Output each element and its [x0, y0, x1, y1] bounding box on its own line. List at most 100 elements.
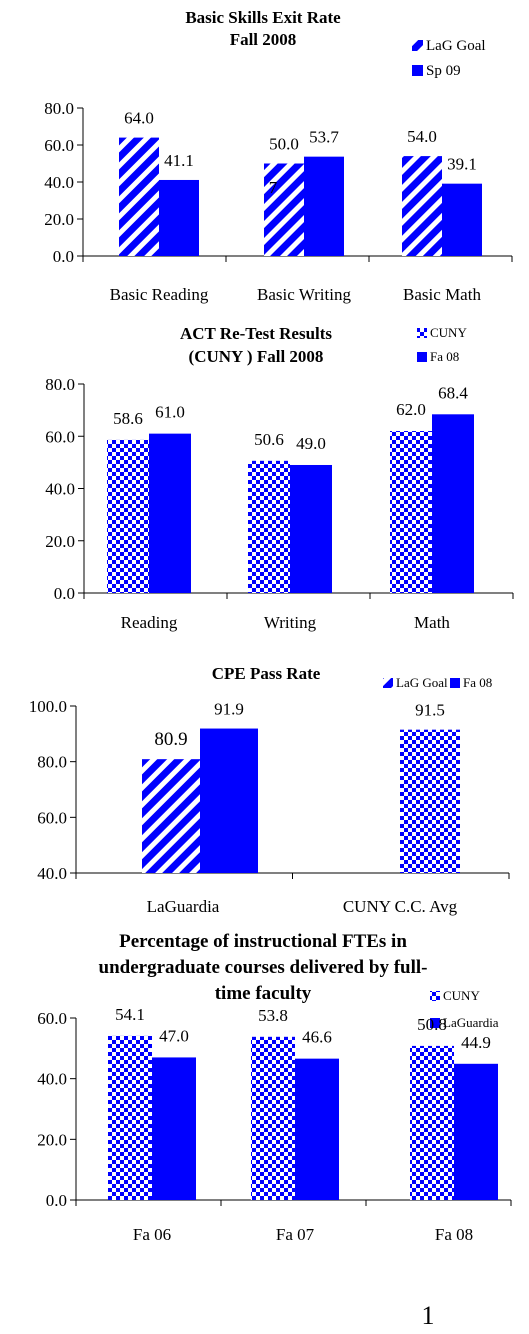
chart1-category-label: Basic Math [403, 285, 481, 304]
chart4-title-line2: undergraduate courses delivered by full- [99, 957, 428, 978]
chart2-legend-swatch [417, 352, 427, 362]
chart1-bar [442, 183, 482, 256]
chart4-category-label: Fa 07 [276, 1225, 315, 1244]
chart2-bar [149, 433, 191, 593]
chart1-category-label: Basic Reading [110, 285, 209, 304]
chart3-legend-swatch [383, 678, 393, 688]
chart-basic-skills-exit-rate: Basic Skills Exit Rate Fall 2008 LaG Goa… [44, 8, 513, 304]
chart4-legend-swatch [430, 991, 440, 1001]
chart1-y-tick-label: 40.0 [44, 173, 74, 192]
chart1-legend-label: Sp 09 [426, 63, 461, 79]
chart2-bar [107, 439, 149, 593]
chart3-category-label: CUNY C.C. Avg [343, 897, 458, 916]
chart1-legend-swatch [412, 40, 423, 51]
chart3-data-label: 91.5 [415, 701, 445, 720]
chart2-category-label: Math [414, 613, 450, 632]
chart1-legend-swatch [412, 65, 423, 76]
chart3-y-tick-label: 100.0 [29, 697, 67, 716]
chart4-legend-label: LaGuardia [443, 1015, 499, 1030]
chart4-category-label: Fa 06 [133, 1225, 171, 1244]
chart4-title-line3: time faculty [215, 983, 312, 1004]
chart2-legend: CUNY Fa 08 [417, 325, 467, 364]
chart1-bar [304, 156, 344, 256]
chart1-y-tick-label: 20.0 [44, 210, 74, 229]
chart4-legend-swatch [430, 1018, 440, 1028]
chart4-plot: 0.0 20.0 40.0 60.0 Fa 06 Fa 07 Fa 08 54.1 47.0 53… [37, 1005, 512, 1244]
chart2-data-label: 49.0 [296, 434, 326, 453]
chart2-legend-label: CUNY [430, 325, 467, 340]
chart1-bar [402, 156, 442, 256]
chart1-legend: LaG Goal Sp 09 [412, 38, 486, 79]
chart4-y-tick-label: 40.0 [37, 1070, 67, 1089]
chart2-title-line2: (CUNY ) Fall 2008 [189, 347, 324, 366]
chart4-y-tick-label: 20.0 [37, 1130, 67, 1149]
chart3-legend-label: Fa 08 [463, 675, 492, 690]
chart1-y-tick-label: 60.0 [44, 136, 74, 155]
chart1-plot: 0.0 20.0 40.0 60.0 80.0 Basic Reading Basic Wr… [44, 99, 513, 304]
chart3-y-tick-label: 40.0 [37, 864, 67, 883]
chart1-y-tick-label: 0.0 [53, 247, 74, 266]
chart4-data-label: 46.6 [302, 1028, 332, 1047]
chart2-bar [432, 414, 474, 593]
chart2-title-line1: ACT Re-Test Results [180, 324, 332, 343]
page-number: 1 [422, 1301, 435, 1329]
chart2-data-label: 68.4 [438, 383, 468, 402]
chart1-data-label: 64.0 [124, 109, 154, 128]
chart2-data-label: 62.0 [396, 400, 426, 419]
chart2-category-label: Writing [264, 613, 317, 632]
chart2-y-tick-label: 80.0 [45, 375, 75, 394]
chart2-data-label: 61.0 [155, 403, 185, 422]
chart4-bar [295, 1058, 339, 1200]
chart3-legend: LaG Goal Fa 08 [383, 675, 492, 690]
chart3-y-tick-label: 60.0 [37, 808, 67, 827]
chart3-data-label: 80.9 [154, 729, 187, 750]
chart1-stray-text: 7 [269, 178, 278, 197]
chart1-title-line1: Basic Skills Exit Rate [185, 8, 341, 27]
chart3-title: CPE Pass Rate [212, 664, 321, 683]
chart1-bar [119, 137, 159, 256]
chart1-data-label: 41.1 [164, 151, 194, 170]
chart1-data-label: 39.1 [447, 155, 477, 174]
chart4-bar [410, 1045, 454, 1200]
chart1-data-label: 53.7 [309, 128, 339, 147]
chart3-legend-label: LaG Goal [396, 675, 448, 690]
chart-cpe-pass-rate: CPE Pass Rate LaG Goal Fa 08 40.0 60.0 80.0… [29, 664, 510, 916]
chart4-bar [454, 1063, 498, 1200]
chart4-bar [152, 1057, 196, 1200]
chart3-plot: 40.0 60.0 80.0 100.0 LaGuardia CUNY C.C. Avg 8… [29, 697, 510, 916]
chart3-bar [142, 759, 200, 873]
chart2-y-tick-label: 20.0 [45, 532, 75, 551]
chart4-y-tick-label: 0.0 [46, 1191, 67, 1210]
chart4-bar [108, 1035, 152, 1200]
chart2-category-label: Reading [121, 613, 178, 632]
chart1-y-tick-label: 80.0 [44, 99, 74, 118]
chart-act-retest-results: ACT Re-Test Results (CUNY ) Fall 2008 CU… [45, 324, 514, 632]
chart3-data-label: 91.9 [214, 700, 244, 719]
chart4-data-label: 54.1 [115, 1005, 145, 1024]
chart4-bar [251, 1036, 295, 1200]
chart2-plot: 0.0 20.0 40.0 60.0 80.0 Reading Writing Math 58.… [45, 375, 514, 632]
chart2-bar [390, 431, 432, 593]
chart2-bar [248, 460, 290, 593]
chart1-category-label: Basic Writing [257, 285, 351, 304]
chart2-data-label: 58.6 [113, 409, 143, 428]
chart4-y-tick-label: 60.0 [37, 1009, 67, 1028]
chart1-title-line2: Fall 2008 [230, 30, 297, 49]
chart4-data-label: 47.0 [159, 1026, 189, 1045]
chart1-data-label: 50.0 [269, 135, 299, 154]
chart1-bar [159, 179, 199, 256]
chart4-category-label: Fa 08 [435, 1225, 473, 1244]
chart4-legend-label: CUNY [443, 988, 480, 1003]
chart2-y-tick-label: 0.0 [54, 584, 75, 603]
chart3-bar [400, 729, 460, 873]
chart4-data-label: 53.8 [258, 1006, 288, 1025]
chart2-legend-swatch [417, 328, 427, 338]
chart3-bar [200, 728, 258, 873]
chart2-bar [290, 464, 332, 593]
chart2-legend-label: Fa 08 [430, 349, 459, 364]
chart4-legend: CUNY LaGuardia [430, 988, 499, 1030]
chart4-data-label: 44.9 [461, 1033, 491, 1052]
chart1-legend-label: LaG Goal [426, 38, 486, 54]
chart-fte-full-time-faculty: Percentage of instructional FTEs in unde… [37, 931, 512, 1244]
chart1-bar [264, 163, 304, 256]
